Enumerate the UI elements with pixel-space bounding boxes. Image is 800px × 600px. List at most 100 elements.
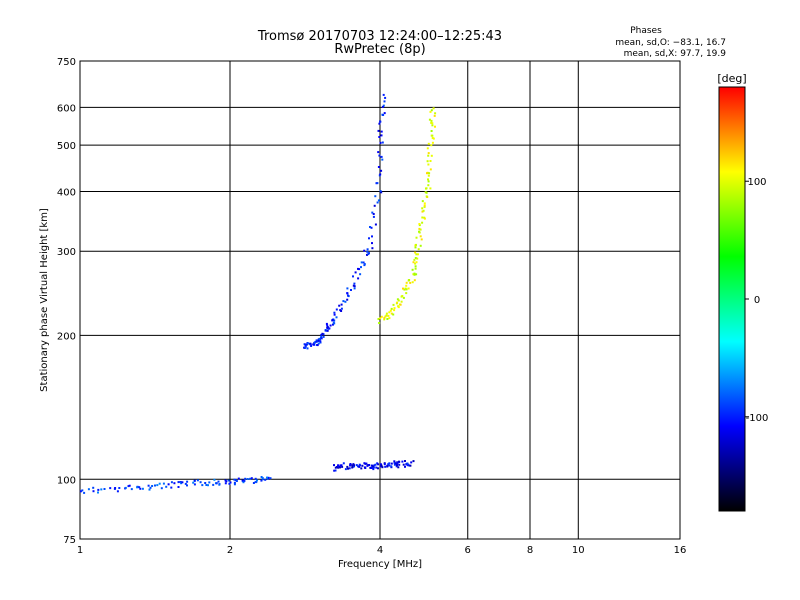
data-point [312,343,315,346]
data-point [417,248,420,251]
data-point [229,481,232,484]
data-point [373,464,376,467]
data-point [380,169,383,172]
data-point [385,314,388,317]
data-point [233,481,236,484]
data-point [186,484,188,487]
data-point [379,317,382,320]
data-point [405,292,408,295]
data-point [331,319,334,322]
data-point [212,483,215,486]
data-point [393,463,396,466]
data-point [366,253,368,256]
data-point [235,480,238,482]
data-point [382,104,385,107]
data-point [363,249,366,252]
data-point [347,294,349,297]
data-point [118,487,121,489]
data-point [434,112,437,115]
data-point [368,252,370,255]
data-point [267,476,270,479]
data-point [427,180,430,183]
data-point [342,462,345,465]
data-point [412,460,415,463]
data-point [201,484,204,487]
data-point [352,284,355,287]
data-point [177,486,180,488]
data-point [377,467,379,470]
data-point [380,155,383,158]
data-point [124,486,127,489]
data-point [148,488,151,491]
data-point [136,486,139,489]
data-point [430,109,433,112]
data-point [241,479,244,482]
data-point [246,478,249,480]
data-point [377,318,380,320]
data-point [388,317,391,320]
data-point [380,464,383,467]
data-point [139,487,142,490]
data-point [393,307,396,310]
data-point [406,464,409,467]
data-point [393,309,396,312]
data-point [425,195,428,198]
data-point [326,326,329,328]
data-point [384,96,387,99]
data-point [177,481,180,484]
data-point [430,121,433,124]
data-point [376,201,379,204]
data-point [344,468,347,471]
data-point [321,332,324,335]
data-point [371,242,373,245]
data-point [404,465,406,468]
data-point [199,481,202,484]
data-point [383,100,386,103]
data-point [361,464,364,467]
data-point [421,221,424,224]
data-point [158,482,161,485]
data-point [429,168,432,171]
data-point [380,463,382,466]
data-point [314,340,317,343]
data-point [379,173,382,176]
data-point [346,298,349,301]
data-point [398,463,401,466]
data-point [335,308,338,311]
data-point [422,209,425,212]
data-point [304,345,307,348]
data-point [430,134,433,137]
data-point [371,211,374,214]
data-point [338,304,341,307]
data-point [351,464,354,467]
data-point [419,228,422,231]
data-point [426,160,429,163]
data-point [184,482,187,485]
data-point [317,342,320,345]
colorbar-tick-label: -100 [746,413,769,424]
data-point [413,273,416,276]
data-point [363,462,366,465]
data-point [352,463,355,466]
data-point [402,296,405,299]
data-point [130,488,133,491]
data-point [427,142,430,145]
data-point [100,488,103,491]
data-point [390,312,393,315]
data-point [414,251,417,254]
data-point [372,215,375,218]
data-point [127,485,130,488]
data-point [173,482,176,485]
data-point [421,210,424,213]
data-point [180,482,183,485]
data-point [434,125,436,128]
data-point [427,184,430,187]
data-point [346,292,349,295]
data-point [393,460,396,463]
data-points [79,93,437,494]
data-point [368,237,370,240]
data-point [326,324,329,327]
data-point [396,462,399,464]
data-point [387,314,390,317]
data-point [380,130,383,133]
